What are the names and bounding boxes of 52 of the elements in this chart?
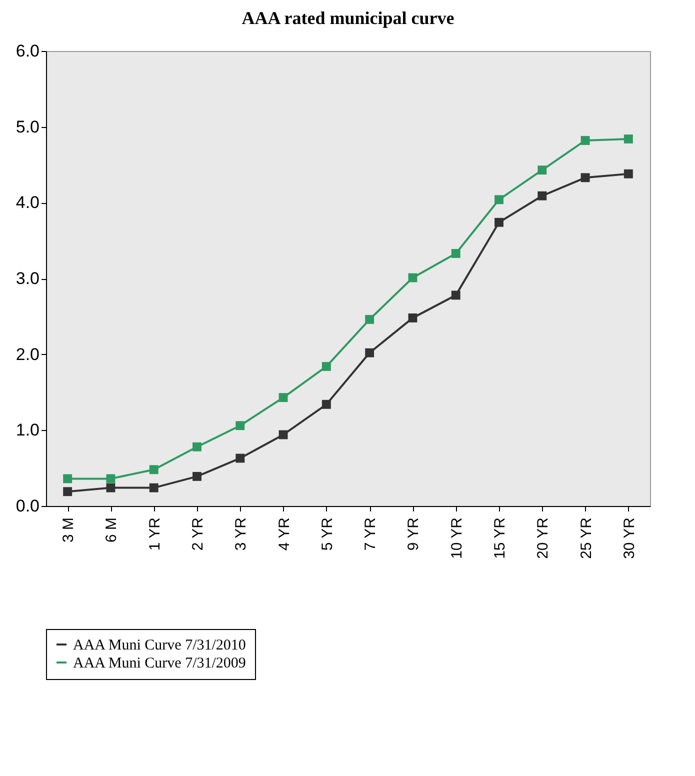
y-tick-label: 2.0 (16, 344, 40, 364)
x-tick-label: 30 YR (620, 517, 638, 559)
y-tick-label: 3.0 (16, 269, 40, 288)
point (278, 430, 288, 440)
point (365, 348, 374, 358)
y-tick-label: 5.0 (16, 117, 40, 136)
legend-label: AAA Muni Curve 7/31/2010 (73, 638, 246, 654)
point (192, 472, 202, 481)
y-tick-label: 6.0 (16, 42, 40, 60)
point (580, 136, 590, 145)
x-tick-label: 2 YR (190, 517, 206, 551)
point (494, 195, 504, 204)
point (63, 487, 72, 496)
point (451, 290, 460, 300)
point (580, 173, 590, 182)
x-tick-label: 3 YR (232, 517, 250, 551)
x-tick-label: 7 YR (362, 517, 380, 551)
point (192, 442, 202, 452)
point (236, 454, 245, 463)
y-tick-label: 1.0 (16, 420, 40, 440)
point (538, 166, 547, 175)
point (149, 483, 158, 492)
y-tick-label: 4.0 (16, 193, 40, 212)
point (322, 400, 331, 409)
point (624, 169, 633, 178)
point (63, 474, 72, 484)
point (451, 249, 460, 258)
x-tick-label: 10 YR (448, 517, 466, 559)
chart-title: AAA rated municipal curve (242, 8, 454, 28)
x-tick-label: 1 YR (146, 517, 164, 551)
point (494, 218, 504, 227)
point (624, 134, 633, 144)
point (538, 191, 547, 200)
point (408, 273, 418, 282)
legend-label: AAA Muni Curve 7/31/2009 (73, 656, 246, 672)
point (408, 313, 418, 322)
x-tick-label: 20 YR (534, 517, 552, 559)
point (278, 393, 288, 402)
x-tick-label: 25 YR (578, 517, 595, 559)
point (106, 483, 116, 492)
x-tick-label: 3 M (60, 518, 78, 543)
x-tick-label: 6 M (103, 518, 120, 543)
x-tick-label: 4 YR (276, 517, 293, 551)
point (149, 465, 158, 474)
y-tick-label: 0.0 (16, 496, 40, 516)
point (365, 314, 374, 324)
point (322, 362, 331, 371)
point (106, 474, 116, 484)
point (236, 421, 245, 430)
x-tick-label: 15 YR (492, 517, 508, 559)
x-tick-label: 5 YR (318, 517, 336, 551)
x-tick-label: 9 YR (405, 517, 422, 551)
